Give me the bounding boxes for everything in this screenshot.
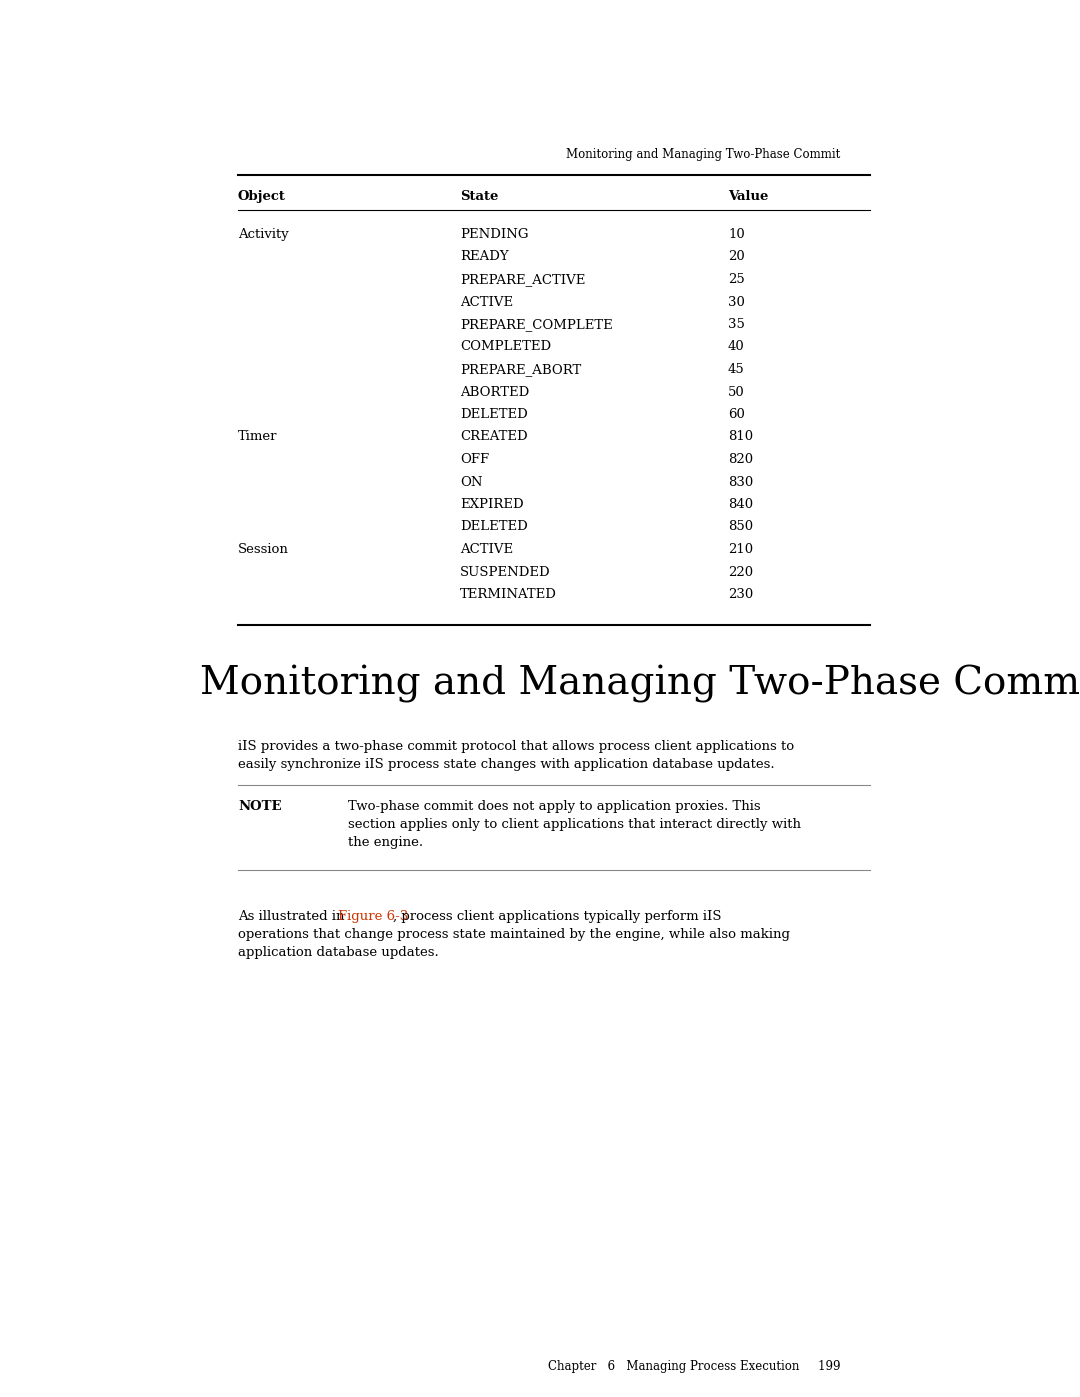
Text: 60: 60 <box>728 408 745 420</box>
Text: Activity: Activity <box>238 228 288 242</box>
Text: State: State <box>460 190 498 203</box>
Text: PREPARE_ABORT: PREPARE_ABORT <box>460 363 581 376</box>
Text: TERMINATED: TERMINATED <box>460 588 557 601</box>
Text: Chapter   6   Managing Process Execution     199: Chapter 6 Managing Process Execution 199 <box>548 1361 840 1373</box>
Text: , process client applications typically perform iIS: , process client applications typically … <box>393 909 721 923</box>
Text: Monitoring and Managing Two-Phase Commit: Monitoring and Managing Two-Phase Commit <box>566 148 840 161</box>
Text: Two-phase commit does not apply to application proxies. This: Two-phase commit does not apply to appli… <box>348 800 760 813</box>
Text: SUSPENDED: SUSPENDED <box>460 566 551 578</box>
Text: 840: 840 <box>728 497 753 511</box>
Text: Monitoring and Managing Two-Phase Commit: Monitoring and Managing Two-Phase Commit <box>200 665 1080 703</box>
Text: PENDING: PENDING <box>460 228 528 242</box>
Text: 820: 820 <box>728 453 753 467</box>
Text: easily synchronize iIS process state changes with application database updates.: easily synchronize iIS process state cha… <box>238 759 774 771</box>
Text: iIS provides a two-phase commit protocol that allows process client applications: iIS provides a two-phase commit protocol… <box>238 740 794 753</box>
Text: ACTIVE: ACTIVE <box>460 543 513 556</box>
Text: PREPARE_COMPLETE: PREPARE_COMPLETE <box>460 319 612 331</box>
Text: COMPLETED: COMPLETED <box>460 341 551 353</box>
Text: CREATED: CREATED <box>460 430 528 443</box>
Text: OFF: OFF <box>460 453 489 467</box>
Text: DELETED: DELETED <box>460 521 528 534</box>
Text: ABORTED: ABORTED <box>460 386 529 398</box>
Text: 830: 830 <box>728 475 753 489</box>
Text: As illustrated in: As illustrated in <box>238 909 349 923</box>
Text: DELETED: DELETED <box>460 408 528 420</box>
Text: 40: 40 <box>728 341 745 353</box>
Text: 35: 35 <box>728 319 745 331</box>
Text: 25: 25 <box>728 272 745 286</box>
Text: 810: 810 <box>728 430 753 443</box>
Text: READY: READY <box>460 250 509 264</box>
Text: Figure 6-3: Figure 6-3 <box>338 909 408 923</box>
Text: operations that change process state maintained by the engine, while also making: operations that change process state mai… <box>238 928 789 942</box>
Text: Session: Session <box>238 543 288 556</box>
Text: 10: 10 <box>728 228 745 242</box>
Text: Timer: Timer <box>238 430 278 443</box>
Text: NOTE: NOTE <box>238 800 282 813</box>
Text: 220: 220 <box>728 566 753 578</box>
Text: application database updates.: application database updates. <box>238 946 438 958</box>
Text: 850: 850 <box>728 521 753 534</box>
Text: ON: ON <box>460 475 483 489</box>
Text: the engine.: the engine. <box>348 835 423 849</box>
Text: PREPARE_ACTIVE: PREPARE_ACTIVE <box>460 272 585 286</box>
Text: Object: Object <box>238 190 286 203</box>
Text: 20: 20 <box>728 250 745 264</box>
Text: ACTIVE: ACTIVE <box>460 296 513 309</box>
Text: 230: 230 <box>728 588 753 601</box>
Text: 45: 45 <box>728 363 745 376</box>
Text: 30: 30 <box>728 296 745 309</box>
Text: EXPIRED: EXPIRED <box>460 497 524 511</box>
Text: Value: Value <box>728 190 768 203</box>
Text: 210: 210 <box>728 543 753 556</box>
Text: 50: 50 <box>728 386 745 398</box>
Text: section applies only to client applications that interact directly with: section applies only to client applicati… <box>348 819 801 831</box>
